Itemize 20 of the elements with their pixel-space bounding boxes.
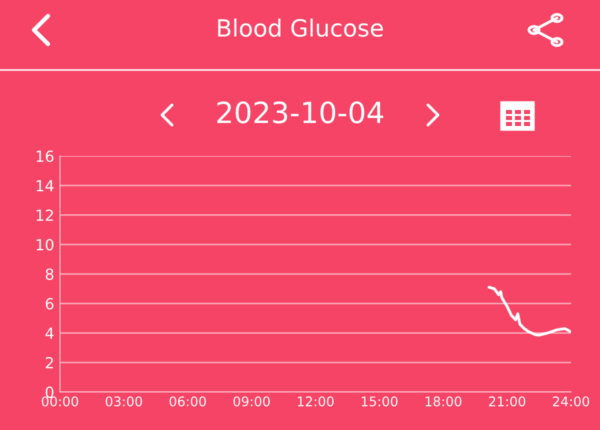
y-tick-label: 2 xyxy=(46,356,53,368)
y-tick-label: 8 xyxy=(46,268,54,280)
x-tick-label: 15:00 xyxy=(362,396,398,406)
y-tick-label: 10 xyxy=(36,238,54,251)
y-tick-label: 6 xyxy=(46,298,54,310)
x-tick-label: 00:00 xyxy=(42,396,78,406)
y-tick-label: 14 xyxy=(36,180,54,192)
chart-title: Blood Glucose xyxy=(218,18,383,37)
y-tick-label: 12 xyxy=(36,209,53,221)
y-tick-label: 0 xyxy=(46,386,54,398)
x-tick-label: 18:00 xyxy=(426,396,462,406)
x-tick-label: 21:00 xyxy=(489,396,526,406)
x-tick-label: 12:00 xyxy=(298,396,334,406)
chart-subtitle: 2023-10-04 xyxy=(217,101,384,124)
x-tick-label: 09:00 xyxy=(233,396,270,406)
y-tick-label: 4 xyxy=(45,328,54,339)
x-tick-label: 03:00 xyxy=(106,396,142,406)
x-tick-label: 24:00 xyxy=(552,396,590,406)
y-tick-label: 16 xyxy=(36,150,54,162)
x-tick-label: 06:00 xyxy=(170,396,206,406)
